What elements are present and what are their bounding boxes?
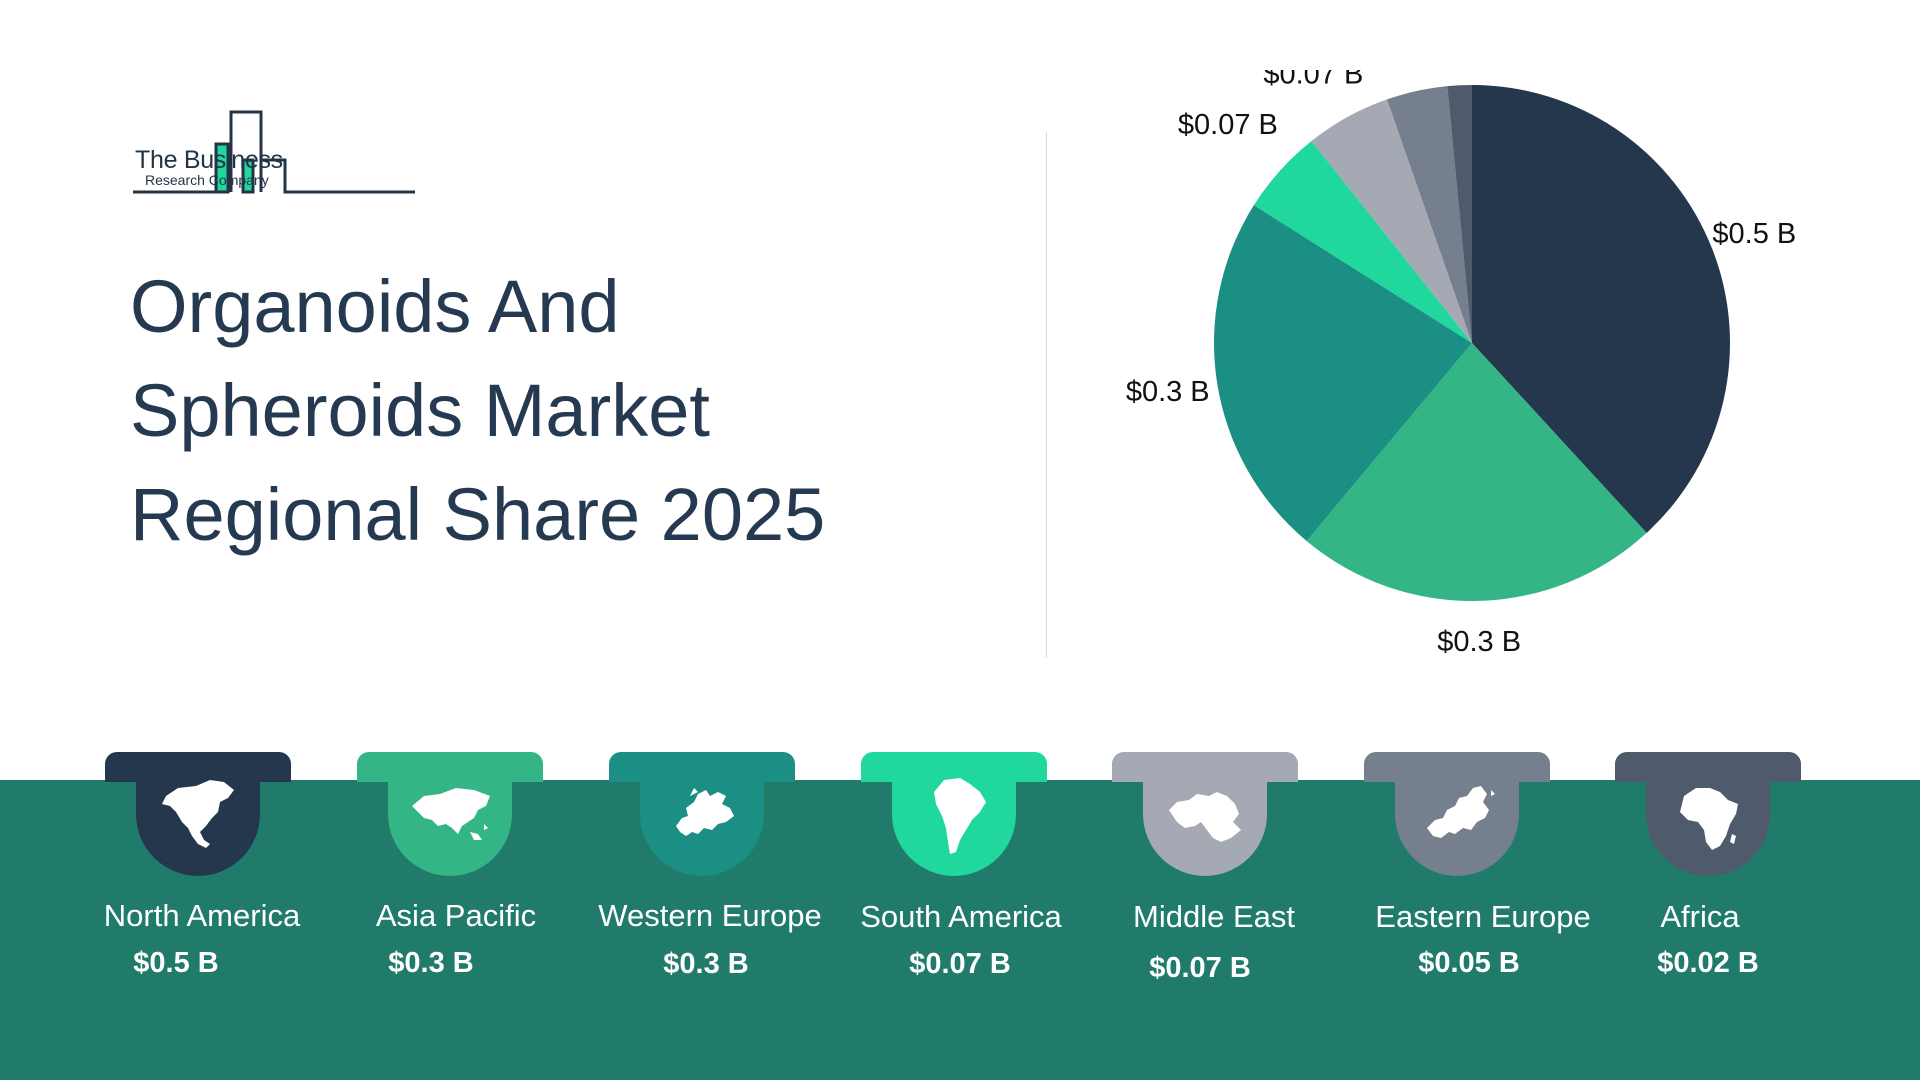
region-badge-south-america — [861, 752, 1047, 876]
title-line: Organoids And — [130, 265, 620, 348]
region-name: Western Europe — [598, 898, 822, 933]
vertical-divider — [1046, 132, 1047, 658]
region-value: $0.3 B — [388, 947, 474, 979]
region-value: $0.05 B — [1418, 947, 1520, 979]
region-badge-north-america — [105, 752, 291, 876]
region-value: $0.5 B — [133, 947, 219, 979]
region-name: Africa — [1660, 899, 1740, 934]
pie-slice-south-america — [1253, 141, 1472, 343]
middle-east-map-icon — [1169, 792, 1241, 842]
pie-slice-asia-pacific — [1306, 343, 1647, 601]
region-badge-asia-pacific — [357, 752, 543, 876]
asia-map-icon — [412, 788, 490, 840]
western-europe-map-icon — [676, 788, 734, 836]
logo-line2: Research Company — [145, 172, 269, 188]
title-line: Regional Share 2025 — [130, 473, 826, 556]
pie-data-label: $0.3 B — [1126, 376, 1210, 408]
company-logo: The Business Research Company — [133, 108, 423, 198]
region-value: $0.07 B — [1149, 952, 1251, 984]
pie-slice-middle-east — [1311, 99, 1472, 343]
page-title: Organoids And Spheroids Market Regional … — [130, 255, 870, 567]
region-badge-africa — [1615, 752, 1801, 876]
pie-data-label: $0.5 B — [1712, 218, 1796, 250]
region-badge-eastern-europe — [1364, 752, 1550, 876]
region-value: $0.3 B — [663, 948, 749, 980]
pie-data-label: $0.3 B — [1437, 626, 1521, 658]
pie-slice-africa — [1447, 85, 1472, 343]
region-name: Asia Pacific — [375, 898, 537, 933]
pie-slice-eastern-europe — [1386, 86, 1472, 344]
eastern-europe-map-icon — [1427, 786, 1495, 838]
pie-chart: $0.5 B$0.3 B$0.3 B$0.07 B$0.07 B$0.05 B$… — [1126, 70, 1796, 658]
region-name: Middle East — [1133, 899, 1295, 934]
logo-buildings-icon — [133, 110, 415, 194]
region-badge-western-europe — [609, 752, 795, 876]
region-value: $0.07 B — [909, 948, 1011, 980]
pie-slice-western-europe — [1214, 205, 1472, 542]
africa-map-icon — [1680, 788, 1738, 850]
region-name: Eastern Europe — [1375, 899, 1591, 934]
logo-line1: The Business — [135, 146, 283, 174]
south-america-map-icon — [934, 778, 986, 854]
north-america-map-icon — [162, 780, 234, 848]
pie-slice-north-america — [1472, 85, 1730, 533]
title-line: Spheroids Market — [130, 369, 710, 452]
region-name: South America — [860, 899, 1062, 934]
region-value: $0.02 B — [1657, 947, 1759, 979]
region-name: North America — [103, 898, 301, 933]
pie-data-label: $0.07 B — [1263, 70, 1363, 90]
pie-data-label: $0.07 B — [1178, 109, 1278, 141]
region-badge-middle-east — [1112, 752, 1298, 876]
